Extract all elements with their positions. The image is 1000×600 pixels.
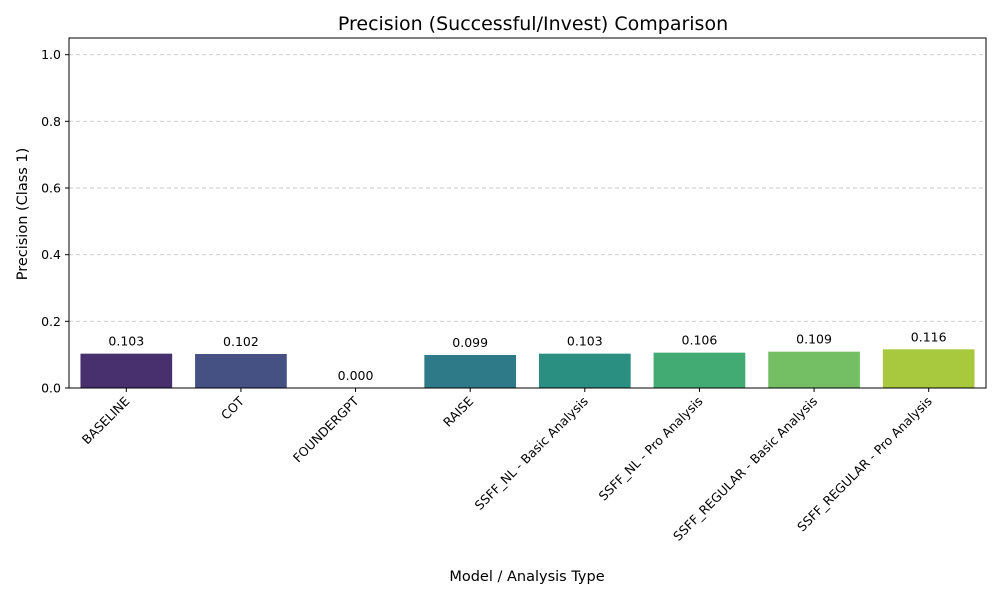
y-tick-label: 0.8 (41, 114, 61, 129)
bar-value-label: 0.116 (911, 329, 947, 344)
x-tick-label: FOUNDERGPT (290, 393, 362, 465)
x-axis-label: Model / Analysis Type (449, 569, 604, 585)
x-tick-label: SSFF_NL - Pro Analysis (596, 394, 706, 504)
bar-value-label: 0.102 (223, 334, 259, 349)
x-tick-label: RAISE (440, 393, 476, 429)
x-tick-label: SSFF_NL - Basic Analysis (472, 394, 591, 513)
y-tick-label: 1.0 (41, 47, 61, 62)
x-tick-label: BASELINE (79, 393, 133, 447)
chart-title: Precision (Successful/Invest) Comparison (338, 13, 728, 35)
bar (195, 354, 287, 388)
y-tick-label: 0.4 (41, 247, 61, 262)
bar (80, 353, 173, 388)
bar-value-label: 0.103 (108, 334, 144, 349)
y-axis-label: Precision (Class 1) (15, 148, 31, 281)
bar (882, 349, 975, 388)
y-tick-label: 0.2 (41, 314, 61, 329)
bar (768, 351, 860, 388)
y-tick-label: 0.6 (41, 181, 61, 196)
y-axis-ticks: 0.0 0.2 0.4 0.6 0.8 1.0 (41, 47, 69, 396)
bar-value-label: 0.106 (682, 333, 718, 348)
bar-value-label: 0.099 (452, 335, 488, 350)
value-labels: 0.103 0.102 0.000 0.099 0.103 0.106 0.109 0.116 (108, 329, 946, 383)
bar (653, 352, 746, 388)
bar (538, 353, 631, 388)
plot-frame (68, 37, 987, 389)
bars (80, 349, 975, 388)
bar-value-label: 0.000 (338, 368, 374, 383)
gridlines (69, 54, 986, 322)
x-tick-label: SSFF_REGULAR - Pro Analysis (794, 394, 935, 535)
bar-value-label: 0.103 (567, 334, 603, 349)
bar (424, 355, 517, 388)
x-tick-label: COT (218, 393, 247, 422)
bar-value-label: 0.109 (796, 332, 832, 347)
y-tick-label: 0.0 (41, 381, 61, 396)
